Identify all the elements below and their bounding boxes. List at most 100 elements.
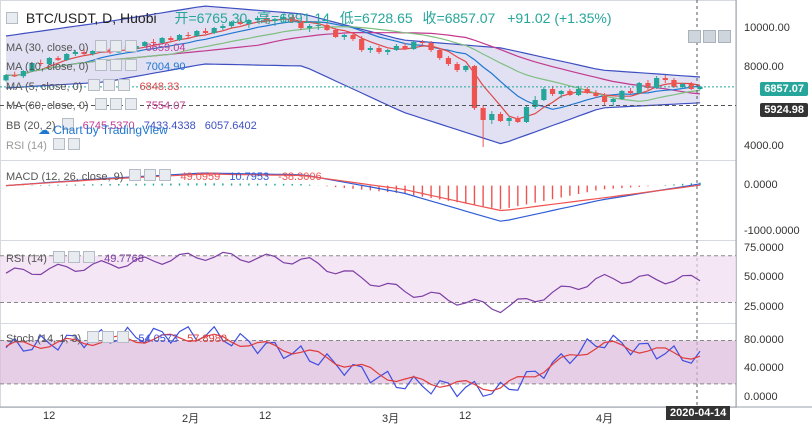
candle-body — [411, 42, 417, 49]
candle-body — [272, 19, 278, 21]
candle-body — [202, 31, 209, 33]
candle-body — [350, 35, 356, 39]
legend-macd-label: MACD (12, 26, close, 9) — [6, 171, 124, 183]
x-tick: 2月 — [182, 413, 200, 425]
candle-body — [168, 38, 174, 40]
candle-body — [532, 100, 538, 107]
stoch-band — [0, 340, 736, 384]
settings-icon[interactable] — [109, 40, 122, 52]
candle-body — [90, 51, 96, 54]
legend-ma5[interactable]: MA (5, close, 0) 6848.33 — [6, 79, 179, 94]
price-tick: 8000.00 — [744, 61, 784, 73]
settings-icon[interactable] — [102, 331, 115, 343]
settings-icon[interactable] — [109, 59, 122, 71]
legend-ma60-value: 7554.07 — [145, 100, 186, 112]
close-icon[interactable] — [117, 331, 130, 343]
legend-stoch[interactable]: Stoch (14, 1, 3) 54.0573 57.8980 — [6, 331, 227, 346]
settings-icon[interactable] — [103, 79, 116, 91]
legend-bb-v1: 6745.5370 — [82, 120, 135, 132]
candle-body — [497, 114, 504, 121]
candle-body — [289, 17, 295, 22]
candle-body — [480, 108, 486, 120]
close-icon[interactable] — [68, 138, 81, 150]
candle-body — [376, 48, 382, 52]
move-up-icon[interactable] — [688, 30, 701, 43]
legend-ma60[interactable]: MA (60, close, 0) 7554.07 — [6, 98, 185, 113]
legend-macd-v1: 49.0959 — [180, 171, 221, 183]
eye-icon[interactable] — [61, 118, 74, 130]
legend-rsi-value: 49.7768 — [104, 253, 144, 265]
legend-ma5-label: MA (5, close, 0) — [6, 81, 83, 93]
tradingview-cloud-icon: ☁ — [38, 123, 50, 137]
candle-body — [81, 52, 87, 54]
candle-body — [680, 84, 686, 87]
close-icon[interactable] — [124, 40, 137, 52]
eye-icon[interactable] — [129, 169, 142, 181]
x-tick: 3月 — [382, 413, 400, 425]
date-tag: 2020-04-14 — [666, 406, 731, 420]
collapse-icon[interactable] — [6, 12, 18, 24]
legend-macd[interactable]: MACD (12, 26, close, 9) 49.0959 10.7953 … — [6, 169, 322, 184]
eye-icon[interactable] — [88, 79, 101, 91]
watermark: ☁ Chart by TradingView — [38, 124, 168, 137]
secondary-price-tag: 5924.98 — [760, 103, 808, 117]
candle-body — [437, 50, 443, 58]
eye-icon[interactable] — [53, 251, 66, 263]
close-icon[interactable] — [118, 79, 131, 91]
macd-line — [5, 172, 701, 222]
legend-bb-v3: 6057.6402 — [204, 120, 257, 132]
candle-body — [228, 22, 235, 26]
legend-ma10-label: MA (10, close, 0) — [6, 61, 89, 73]
candle-body — [402, 46, 408, 49]
open-value: 开=6765.30 — [174, 10, 248, 26]
current-price-tag: 6857.07 — [760, 82, 808, 96]
candle-body — [428, 43, 434, 50]
candle-body — [601, 96, 608, 102]
high-value: 高=6891.14 — [257, 10, 330, 26]
legend-ma30-value: 6659.04 — [145, 42, 186, 54]
move-down-icon[interactable] — [703, 30, 716, 43]
eye-icon[interactable] — [94, 40, 107, 52]
rsi-tick: 75.0000 — [744, 242, 784, 254]
settings-icon[interactable] — [68, 251, 81, 263]
candle-body — [307, 26, 313, 28]
legend-bb[interactable]: BB (20, 2) 6745.5370 7433.4338 6057.6402 — [6, 118, 257, 133]
close-icon[interactable] — [83, 251, 96, 263]
legend-rsi[interactable]: RSI (14) 49.7768 — [6, 251, 144, 266]
candle-body — [567, 91, 573, 95]
legend-bb-label: BB (20, 2) — [6, 120, 56, 132]
candle-body — [194, 31, 200, 36]
x-tick: 12 — [43, 410, 56, 422]
close-icon[interactable] — [124, 59, 137, 71]
eye-icon[interactable] — [94, 98, 107, 110]
close-icon[interactable] — [159, 169, 172, 181]
legend-stoch-label: Stoch (14, 1, 3) — [6, 333, 82, 345]
eye-icon[interactable] — [53, 138, 66, 150]
eye-icon[interactable] — [94, 59, 107, 71]
candle-body — [324, 25, 330, 30]
candle-body — [3, 75, 9, 81]
settings-icon[interactable] — [109, 98, 122, 110]
legend-ma10-value: 7004.90 — [145, 61, 186, 73]
legend-ma10[interactable]: MA (10, close, 0) 7004.90 — [6, 59, 185, 74]
stoch-tick: 40.0000 — [744, 362, 784, 374]
maximize-icon[interactable] — [718, 30, 731, 43]
candle-body — [523, 107, 530, 122]
settings-icon[interactable] — [144, 169, 157, 181]
candle-body — [20, 71, 26, 77]
candle-body — [463, 66, 469, 70]
symbol-label[interactable]: BTC/USDT, D, Huobi — [25, 10, 157, 26]
x-tick: 4月 — [596, 413, 614, 425]
candle-body — [688, 84, 694, 89]
candle-body — [159, 38, 165, 43]
close-icon[interactable] — [124, 98, 137, 110]
eye-icon[interactable] — [87, 331, 100, 343]
legend-ma30[interactable]: MA (30, close, 0) 6659.04 — [6, 40, 185, 55]
change-value: +91.02 (+1.35%) — [507, 10, 612, 26]
candle-body — [445, 58, 452, 64]
candle-body — [211, 28, 217, 33]
legend-rsi-main[interactable]: RSI (14) — [6, 138, 81, 153]
candle-body — [584, 89, 590, 93]
close-value: 收=6857.07 — [422, 10, 496, 26]
